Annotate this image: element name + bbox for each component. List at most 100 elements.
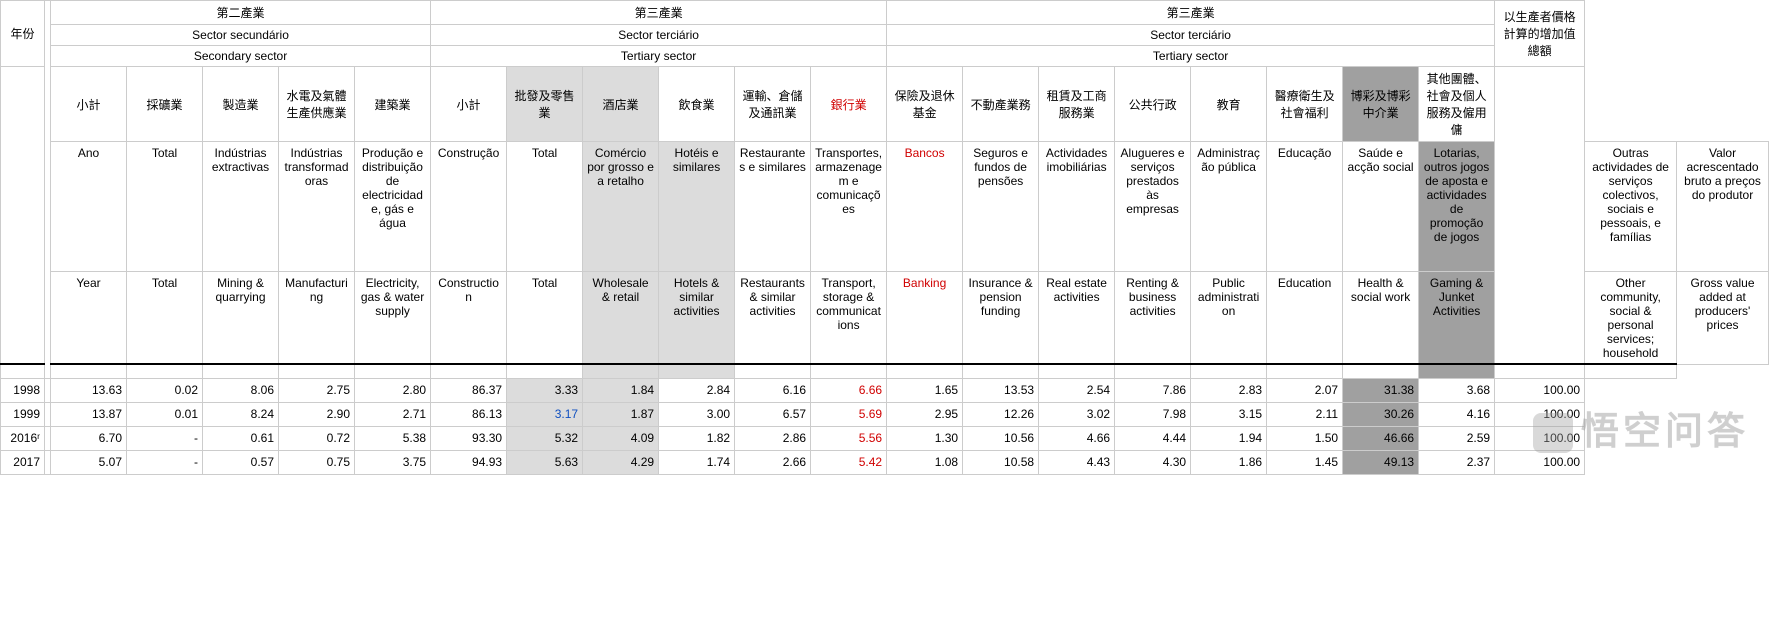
total-header-en: Gross value added at producers' prices	[1677, 272, 1769, 365]
cell-manufacturing: 0.57	[203, 450, 279, 474]
cell-banking: 6.66	[811, 378, 887, 402]
cell-other: 2.37	[1419, 450, 1495, 474]
cell-transport: 6.57	[735, 402, 811, 426]
cell-banking: 5.42	[811, 450, 887, 474]
cell-manufacturing: 8.24	[203, 402, 279, 426]
cell-renting: 4.66	[1039, 426, 1115, 450]
cell-construction: 2.71	[355, 402, 431, 426]
h-transport-pt: Transportes, armazenagem e comunicações	[811, 142, 887, 272]
h-total-ter-pt: Total	[507, 142, 583, 272]
h-restaurants-pt: Restaurantes e similares	[735, 142, 811, 272]
cell-total: 100.00	[1495, 426, 1585, 450]
cell-education: 2.83	[1191, 378, 1267, 402]
cell-transport: 6.16	[735, 378, 811, 402]
cell-realestate: 12.26	[963, 402, 1039, 426]
cell-construction: 2.80	[355, 378, 431, 402]
cell-construction: 5.38	[355, 426, 431, 450]
cell-total: 100.00	[1495, 450, 1585, 474]
cell-subtotal_sec: 13.63	[51, 378, 127, 402]
cell-health: 1.45	[1267, 450, 1343, 474]
cell-realestate: 10.56	[963, 426, 1039, 450]
cell-restaurants: 1.74	[659, 450, 735, 474]
cell-mining: 0.02	[127, 378, 203, 402]
economic-sectors-table: 年份 第二產業 第三產業 第三產業 以生產者價格計算的增加值總額 Sector …	[0, 0, 1769, 475]
cell-realestate: 13.53	[963, 378, 1039, 402]
cell-insurance: 1.30	[887, 426, 963, 450]
tertiary-en-2: Tertiary sector	[887, 46, 1495, 67]
cell-subtotal_ter1: 94.93	[431, 450, 507, 474]
h-banking-zh: 銀行業	[811, 67, 887, 142]
h-hotels-pt: Hotéis e similares	[659, 142, 735, 272]
cell-construction: 3.75	[355, 450, 431, 474]
cell-gaming: 31.38	[1343, 378, 1419, 402]
h-wholesale-zh: 批發及零售業	[507, 67, 583, 142]
table-row: 20175.07-0.570.753.7594.935.634.291.742.…	[1, 450, 1769, 474]
cell-subtotal_sec: 6.70	[51, 426, 127, 450]
h-other-pt: Outras actividades de serviços colectivo…	[1585, 142, 1677, 272]
cell-manufacturing: 0.61	[203, 426, 279, 450]
cell-insurance: 1.65	[887, 378, 963, 402]
cell-subtotal_ter1: 93.30	[431, 426, 507, 450]
cell-electricity: 0.75	[279, 450, 355, 474]
h-total-sec-en: Total	[127, 272, 203, 365]
h-total-ter-en: Total	[507, 272, 583, 365]
total-header-pt: Valor acrescentado bruto a preços do pro…	[1677, 142, 1769, 272]
cell-hotels: 4.09	[583, 426, 659, 450]
cell-mining: -	[127, 450, 203, 474]
cell-wholesale: 3.17	[507, 402, 583, 426]
cell-transport: 2.66	[735, 450, 811, 474]
table-row: 199913.870.018.242.902.7186.133.171.873.…	[1, 402, 1769, 426]
h-restaurants-zh: 飲食業	[659, 67, 735, 142]
h-wholesale-pt: Comércio por grosso e a retalho	[583, 142, 659, 272]
total-header-zh: 以生產者價格計算的增加值總額	[1495, 1, 1585, 67]
year-header-pt: Ano	[51, 142, 127, 272]
cell-electricity: 0.72	[279, 426, 355, 450]
h-banking-en: Banking	[887, 272, 963, 365]
h-insurance-pt: Seguros e fundos de pensões	[963, 142, 1039, 272]
h-publicadmin-en: Public administration	[1191, 272, 1267, 365]
cell-year: 1999	[1, 402, 45, 426]
tertiary-zh-2: 第三產業	[887, 1, 1495, 25]
year-header-zh: 年份	[1, 1, 45, 67]
tertiary-zh-1: 第三產業	[431, 1, 887, 25]
cell-health: 1.50	[1267, 426, 1343, 450]
tertiary-en-1: Tertiary sector	[431, 46, 887, 67]
h-mining-zh: 採礦業	[127, 67, 203, 142]
cell-hotels: 4.29	[583, 450, 659, 474]
h-transport-zh: 運輸、倉儲及通訊業	[735, 67, 811, 142]
h-renting-zh: 租賃及工商服務業	[1039, 67, 1115, 142]
h-renting-pt: Alugueres e serviços prestados às empres…	[1115, 142, 1191, 272]
h-other-en: Other community, social & personal servi…	[1585, 272, 1677, 365]
cell-mining: -	[127, 426, 203, 450]
cell-other: 2.59	[1419, 426, 1495, 450]
h-insurance-en: Insurance & pension funding	[963, 272, 1039, 365]
h-health-pt: Saúde e acção social	[1343, 142, 1419, 272]
cell-health: 2.11	[1267, 402, 1343, 426]
cell-other: 3.68	[1419, 378, 1495, 402]
cell-subtotal_sec: 5.07	[51, 450, 127, 474]
h-mining-pt: Indústrias extractivas	[203, 142, 279, 272]
h-electricity-zh: 水電及氣體生產供應業	[279, 67, 355, 142]
secondary-pt: Sector secundário	[51, 25, 431, 46]
table-row: 199813.630.028.062.752.8086.373.331.842.…	[1, 378, 1769, 402]
cell-renting: 3.02	[1039, 402, 1115, 426]
h-gaming-en: Gaming & Junket Activities	[1419, 272, 1495, 365]
cell-wholesale: 3.33	[507, 378, 583, 402]
h-mining-en: Mining & quarrying	[203, 272, 279, 365]
cell-publicadmin: 4.30	[1115, 450, 1191, 474]
h-construction-en: Construction	[431, 272, 507, 365]
h-construction-zh: 建築業	[355, 67, 431, 142]
cell-health: 2.07	[1267, 378, 1343, 402]
tertiary-pt-1: Sector terciário	[431, 25, 887, 46]
h-health-en: Health & social work	[1343, 272, 1419, 365]
h-manufacturing-en: Manufacturing	[279, 272, 355, 365]
cell-education: 3.15	[1191, 402, 1267, 426]
cell-restaurants: 3.00	[659, 402, 735, 426]
h-insurance-zh: 保險及退休基金	[887, 67, 963, 142]
h-realestate-pt: Actividades imobiliárias	[1039, 142, 1115, 272]
h-manufacturing-zh: 製造業	[203, 67, 279, 142]
cell-wholesale: 5.63	[507, 450, 583, 474]
h-other-zh: 其他團體、社會及個人服務及僱用傭	[1419, 67, 1495, 142]
cell-subtotal_ter1: 86.13	[431, 402, 507, 426]
cell-subtotal_ter1: 86.37	[431, 378, 507, 402]
